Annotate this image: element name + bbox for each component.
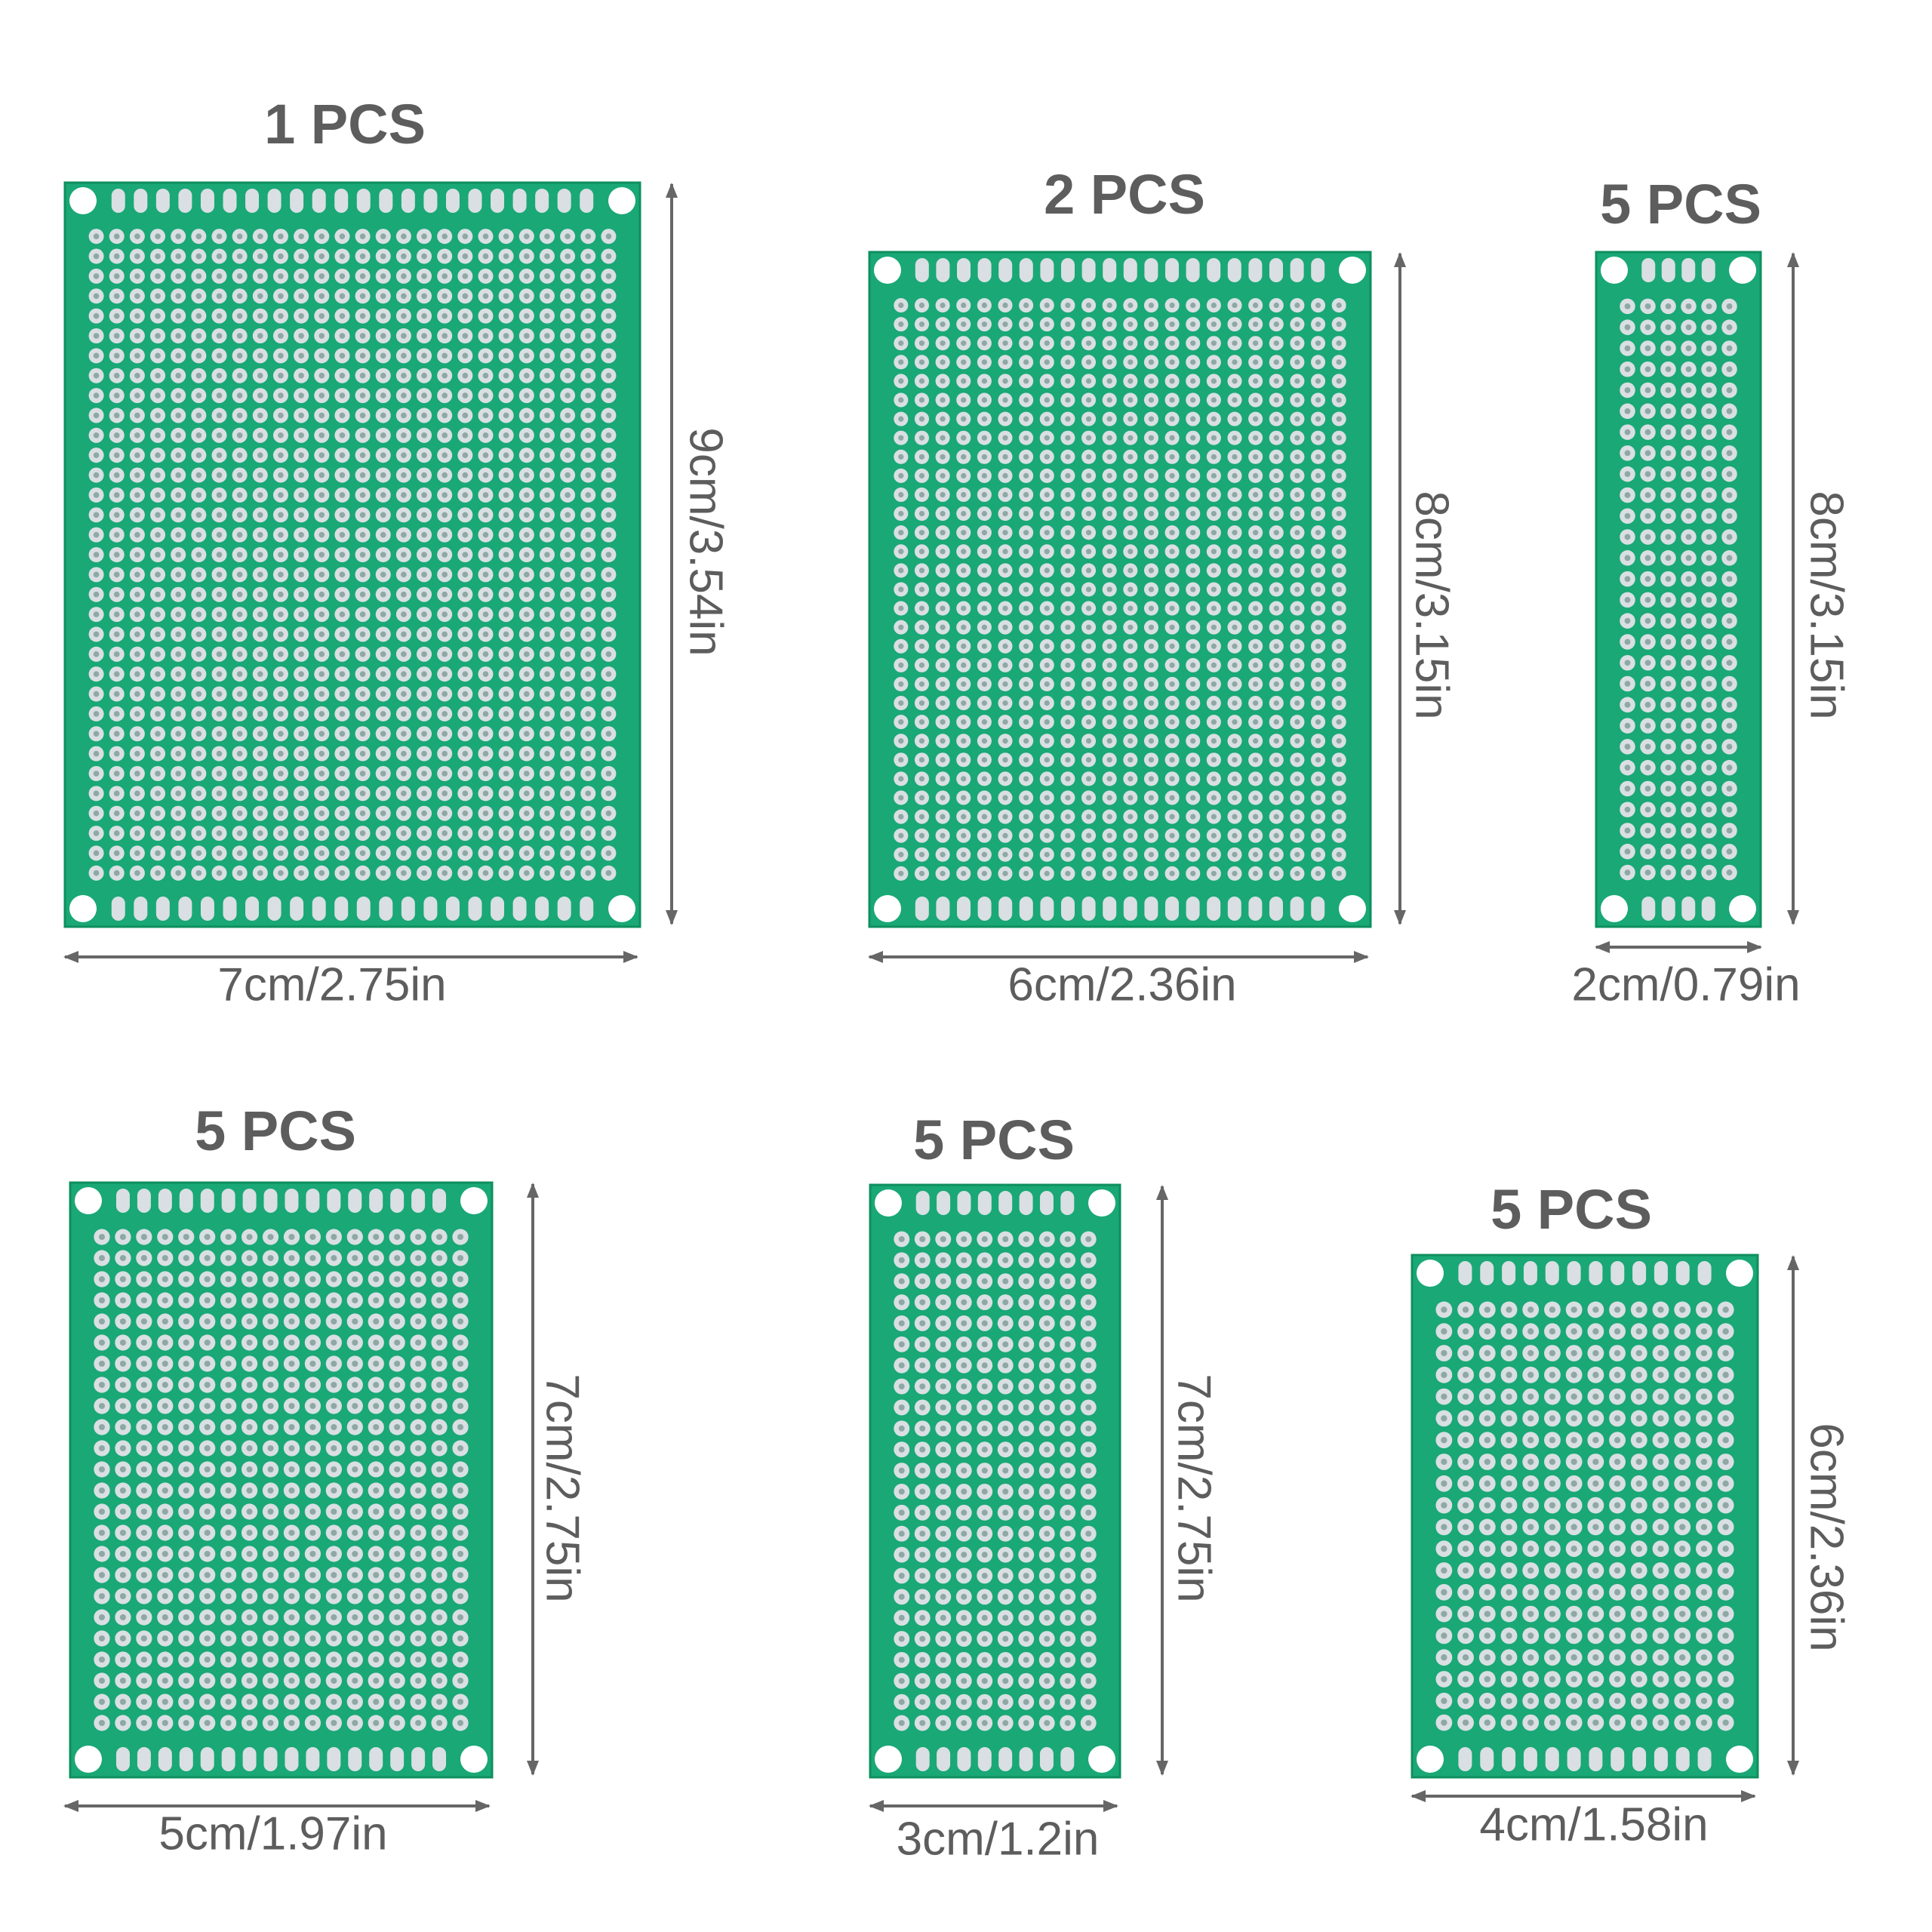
quantity-label-6x8: 2 PCS <box>1044 163 1205 226</box>
board-4x6 <box>1411 1254 1759 1779</box>
board-7x9 <box>63 181 641 928</box>
board-5x7 <box>69 1181 494 1779</box>
width-label-4x6: 4cm/1.58in <box>1479 1798 1709 1851</box>
width-label-7x9: 7cm/2.75in <box>217 958 447 1011</box>
width-label-6x8: 6cm/2.36in <box>1008 958 1237 1011</box>
height-label-5x7: 7cm/2.75in <box>536 1374 589 1603</box>
board-2x8 <box>1595 251 1762 928</box>
width-label-3x7: 3cm/1.2in <box>896 1813 1100 1866</box>
quantity-label-7x9: 1 PCS <box>264 93 426 155</box>
width-label-5x7: 5cm/1.97in <box>158 1807 388 1860</box>
quantity-label-3x7: 5 PCS <box>913 1109 1075 1171</box>
quantity-label-2x8: 5 PCS <box>1600 173 1761 235</box>
height-label-2x8: 8cm/3.15in <box>1800 491 1853 720</box>
quantity-label-4x6: 5 PCS <box>1491 1178 1652 1241</box>
board-3x7 <box>869 1183 1121 1779</box>
board-6x8 <box>868 251 1372 928</box>
height-label-6x8: 8cm/3.15in <box>1405 491 1458 720</box>
height-label-7x9: 9cm/3.54in <box>679 427 732 657</box>
quantity-label-5x7: 5 PCS <box>195 1100 356 1162</box>
height-label-4x6: 6cm/2.36in <box>1800 1423 1853 1652</box>
height-label-3x7: 7cm/2.75in <box>1168 1374 1220 1603</box>
width-label-2x8: 2cm/0.79in <box>1571 958 1801 1011</box>
